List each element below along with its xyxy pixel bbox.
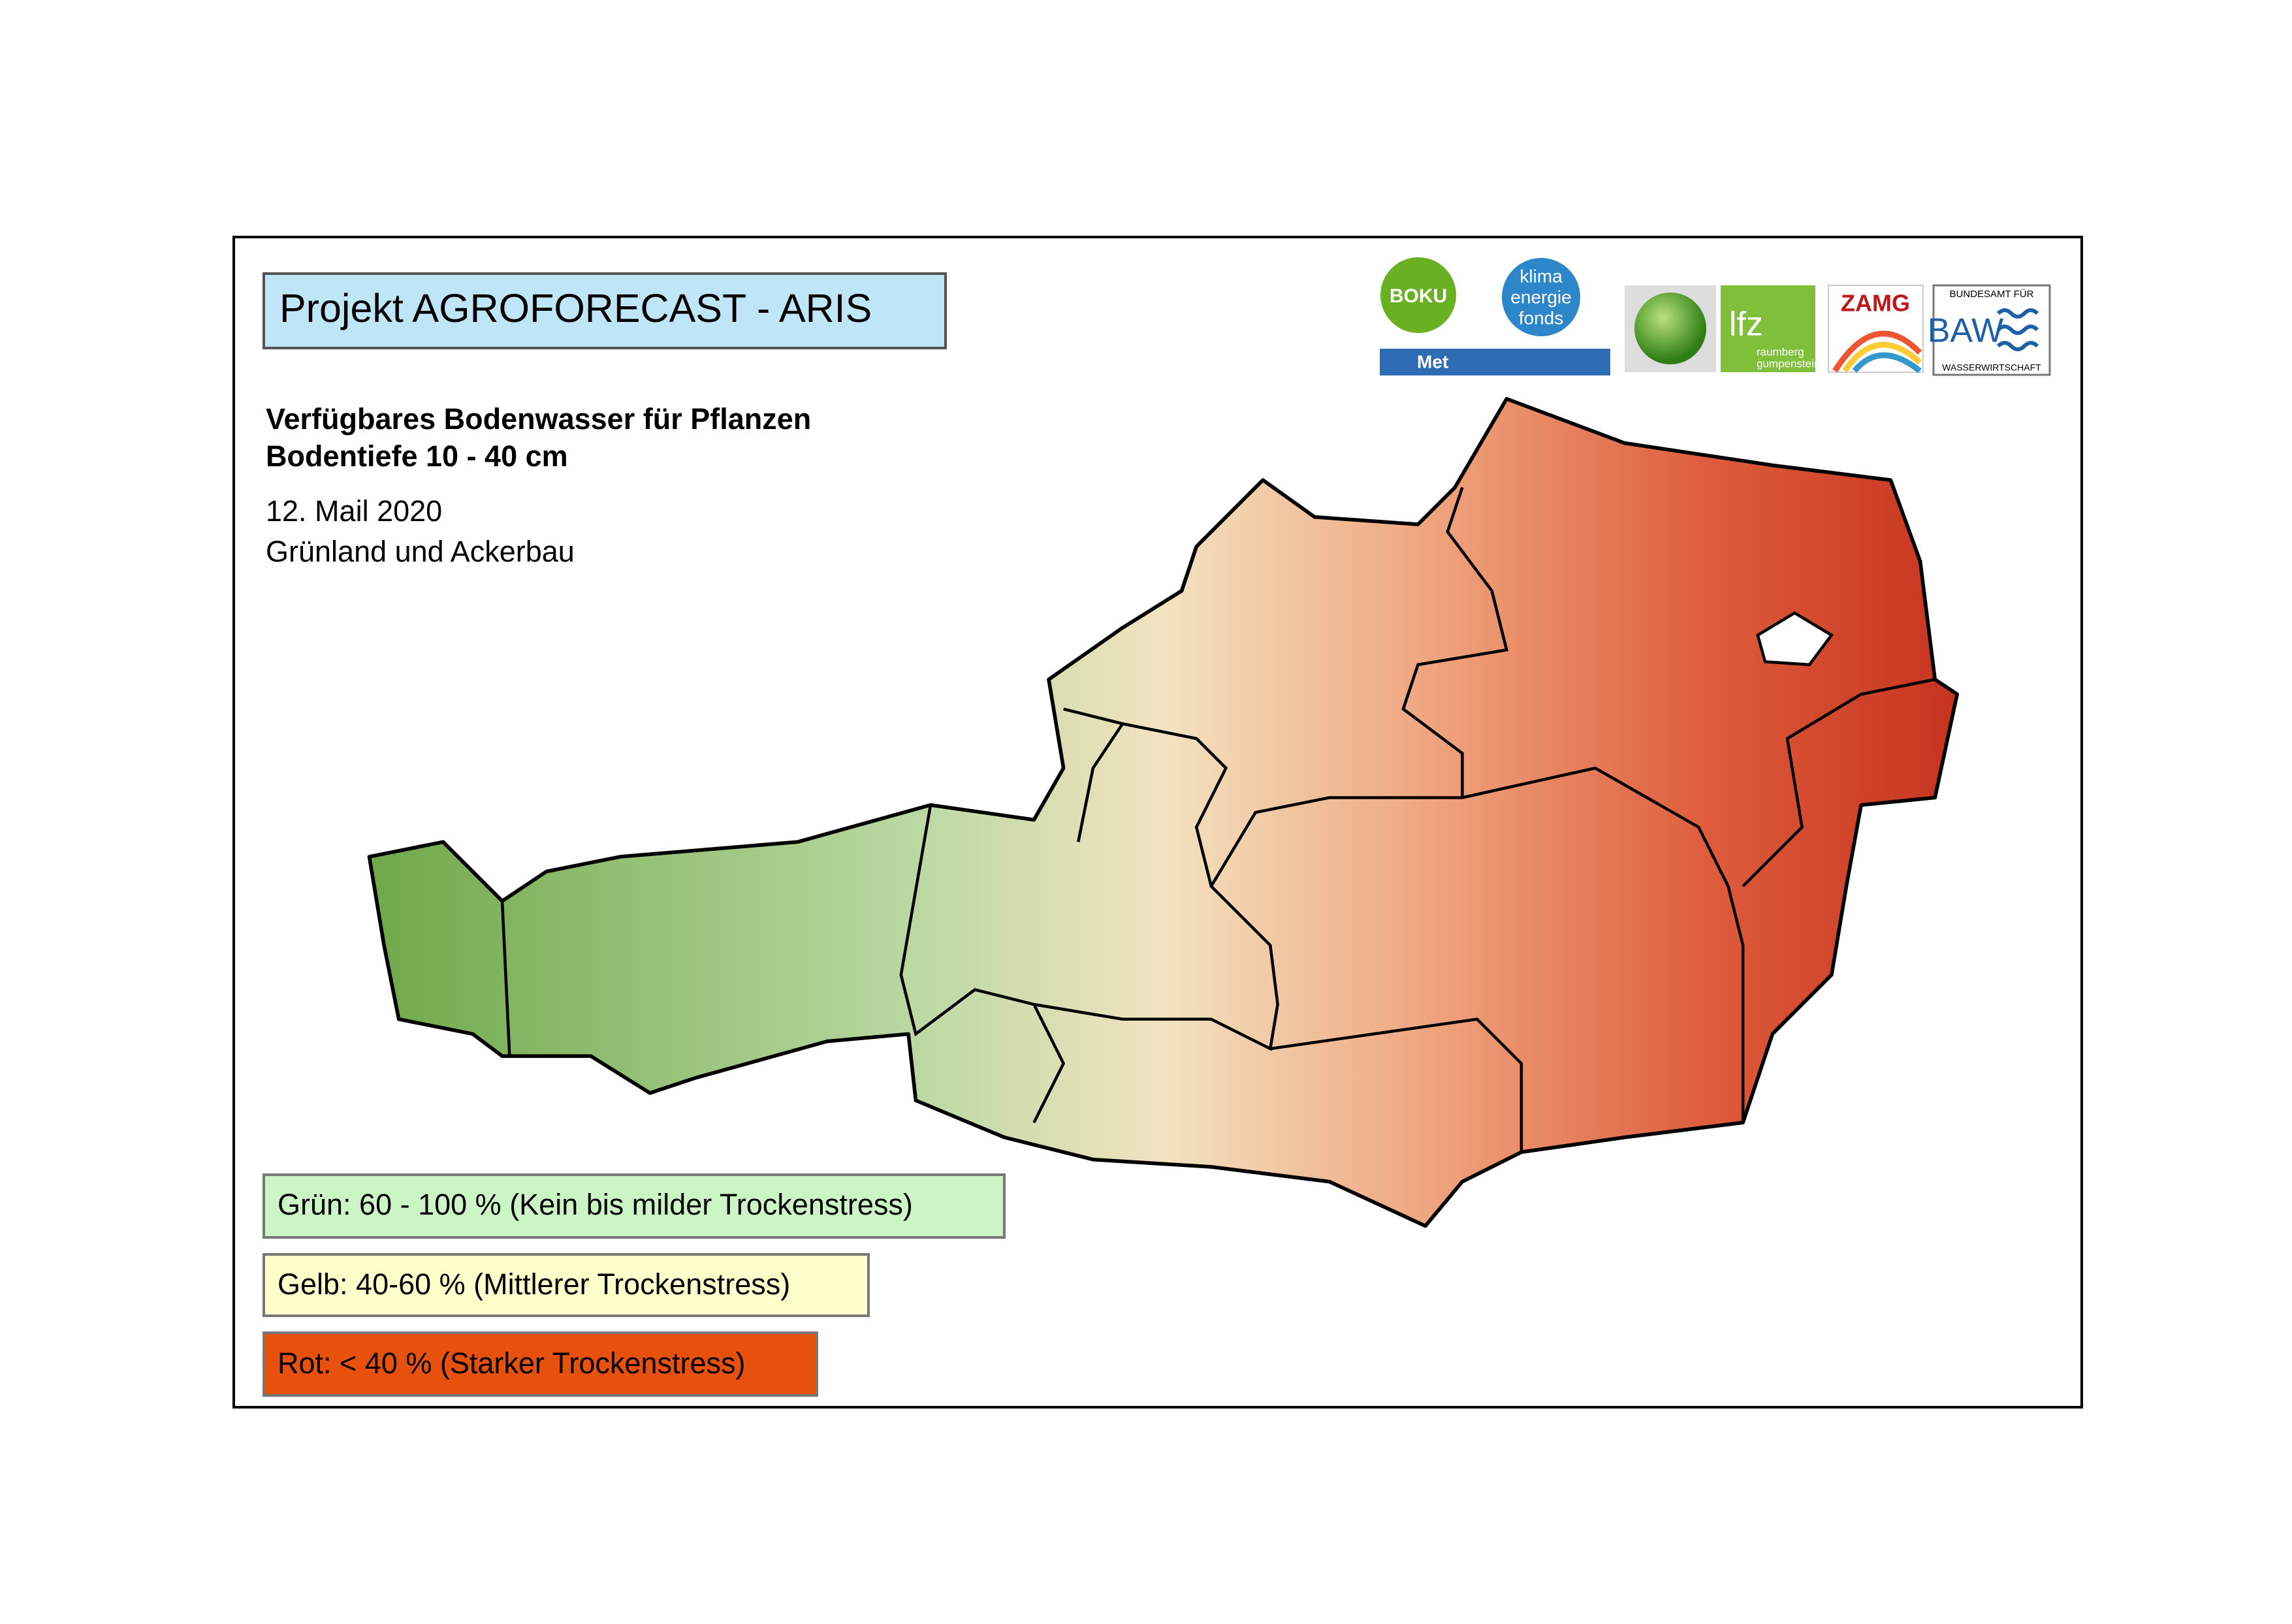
logos: BOKU Met klima energie fonds lfz raumber… — [1380, 255, 2051, 376]
legend-box — [263, 1173, 1006, 1239]
date: 12. Mail 2020 — [266, 494, 442, 528]
state-borders — [500, 486, 1935, 1153]
lfz-ball — [1634, 293, 1706, 364]
met-text: Met — [1417, 351, 1448, 372]
zamg-rainbow — [1832, 330, 1922, 373]
legend-label: Rot: < 40 % (Starker Trockenstress) — [278, 1346, 745, 1380]
boku-logo — [1380, 257, 1456, 333]
baw-bottom: WASSERWIRTSCHAFT — [1942, 362, 2041, 373]
title-box — [263, 272, 947, 349]
boku-text: BOKU — [1390, 285, 1447, 307]
klima-text: fonds — [1519, 308, 1564, 328]
lfz-sub: raumberg — [1757, 345, 1804, 358]
country-outline — [367, 396, 1959, 1228]
met-bar — [1380, 349, 1610, 375]
klima-text: klima — [1520, 266, 1563, 286]
lfz-text: lfz — [1729, 306, 1763, 343]
legend-box — [263, 1253, 870, 1317]
klima-circle — [1502, 258, 1580, 336]
zamg-rainbow — [1842, 342, 1922, 373]
zamg-rainbow — [1852, 352, 1922, 374]
vienna — [1756, 611, 1834, 667]
subtitle: Verfügbares Bodenwasser für Pflanzen — [266, 402, 811, 436]
austria-map — [367, 396, 1959, 1228]
land-use: Grünland und Ackerbau — [266, 535, 575, 568]
baw-box — [1932, 284, 2051, 376]
frame — [232, 236, 2083, 1409]
zamg-text: ZAMG — [1841, 290, 1910, 317]
klima-text: energie — [1510, 287, 1571, 307]
baw-top: BUNDESAMT FÜR — [1950, 288, 2034, 300]
baw-text: BAW — [1928, 312, 2004, 350]
legend-label: Gelb: 40-60 % (Mittlerer Trockenstress) — [278, 1267, 790, 1301]
subtitle: Bodentiefe 10 - 40 cm — [266, 439, 568, 473]
legend-label: Grün: 60 - 100 % (Kein bis milder Trocke… — [278, 1188, 913, 1221]
baw-waves — [1996, 308, 2039, 351]
lfz-sub: gumpenstein — [1757, 357, 1820, 370]
legend-box — [263, 1331, 818, 1397]
title: Projekt AGROFORECAST - ARIS — [279, 286, 872, 330]
legend: Grün: 60 - 100 % (Kein bis milder Trocke… — [263, 1173, 1006, 1397]
lfz-box — [1721, 285, 1815, 372]
